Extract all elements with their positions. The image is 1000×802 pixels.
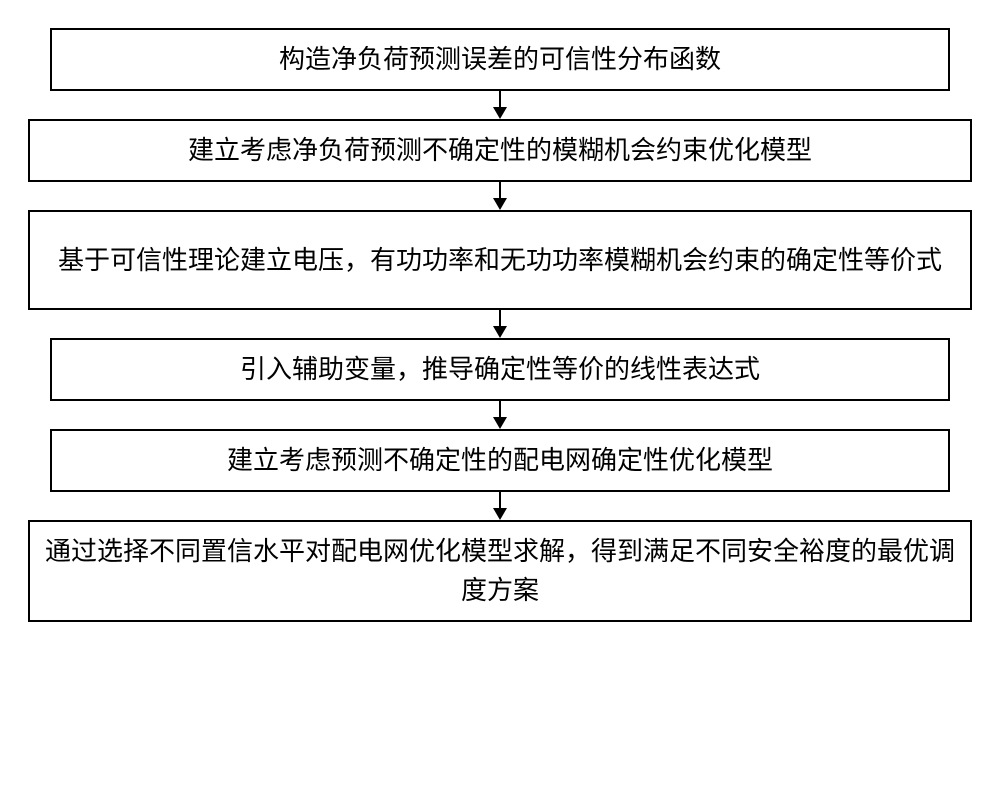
flow-arrow bbox=[493, 310, 507, 338]
flow-arrow bbox=[493, 401, 507, 429]
flow-arrow bbox=[493, 182, 507, 210]
flow-step-label: 基于可信性理论建立电压，有功功率和无功功率模糊机会约束的确定性等价式 bbox=[58, 241, 942, 280]
flow-arrow bbox=[493, 91, 507, 119]
flow-step-label: 引入辅助变量，推导确定性等价的线性表达式 bbox=[240, 350, 760, 389]
flow-step-label: 通过选择不同置信水平对配电网优化模型求解，得到满足不同安全裕度的最优调度方案 bbox=[42, 532, 958, 610]
flow-arrow bbox=[493, 492, 507, 520]
flow-step-label: 构造净负荷预测误差的可信性分布函数 bbox=[279, 40, 721, 79]
flowchart-container: 构造净负荷预测误差的可信性分布函数建立考虑净负荷预测不确定性的模糊机会约束优化模… bbox=[28, 28, 972, 622]
flow-step-6: 通过选择不同置信水平对配电网优化模型求解，得到满足不同安全裕度的最优调度方案 bbox=[28, 520, 972, 622]
flow-step-4: 引入辅助变量，推导确定性等价的线性表达式 bbox=[50, 338, 950, 401]
flow-step-5: 建立考虑预测不确定性的配电网确定性优化模型 bbox=[50, 429, 950, 492]
flow-step-3: 基于可信性理论建立电压，有功功率和无功功率模糊机会约束的确定性等价式 bbox=[28, 210, 972, 310]
flow-step-label: 建立考虑预测不确定性的配电网确定性优化模型 bbox=[227, 441, 773, 480]
flow-step-1: 构造净负荷预测误差的可信性分布函数 bbox=[50, 28, 950, 91]
flow-step-label: 建立考虑净负荷预测不确定性的模糊机会约束优化模型 bbox=[188, 131, 812, 170]
flow-step-2: 建立考虑净负荷预测不确定性的模糊机会约束优化模型 bbox=[28, 119, 972, 182]
